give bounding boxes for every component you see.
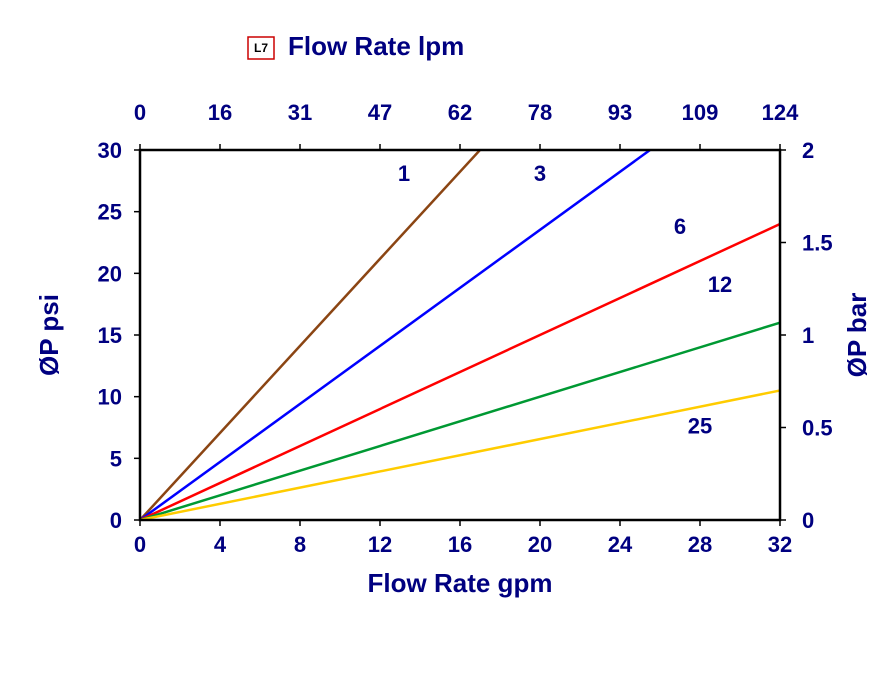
top-tick-label: 31 (288, 100, 312, 125)
left-tick-label: 30 (98, 138, 122, 163)
bottom-tick-label: 28 (688, 532, 712, 557)
chart-container: L7Flow Rate lpm0163147627893109124051015… (0, 0, 888, 676)
top-tick-label: 0 (134, 100, 146, 125)
axis-title-top: Flow Rate lpm (288, 31, 464, 61)
right-tick-label: 0 (802, 508, 814, 533)
legend-l7-label: L7 (254, 41, 268, 55)
top-tick-label: 78 (528, 100, 552, 125)
top-tick-label: 124 (762, 100, 799, 125)
right-tick-label: 2 (802, 138, 814, 163)
left-tick-label: 5 (110, 446, 122, 471)
series-label-6: 6 (674, 214, 686, 239)
series-label-1: 1 (398, 161, 410, 186)
right-tick-label: 1 (802, 323, 814, 348)
top-tick-label: 47 (368, 100, 392, 125)
series-label-12: 12 (708, 272, 732, 297)
bottom-tick-label: 20 (528, 532, 552, 557)
bottom-tick-label: 8 (294, 532, 306, 557)
top-tick-label: 93 (608, 100, 632, 125)
top-tick-label: 109 (682, 100, 719, 125)
left-tick-label: 25 (98, 200, 122, 225)
left-tick-label: 10 (98, 385, 122, 410)
series-label-3: 3 (534, 161, 546, 186)
bottom-tick-label: 16 (448, 532, 472, 557)
bottom-tick-label: 0 (134, 532, 146, 557)
top-tick-label: 62 (448, 100, 472, 125)
bottom-tick-label: 4 (214, 532, 227, 557)
bottom-tick-label: 24 (608, 532, 633, 557)
bottom-tick-label: 32 (768, 532, 792, 557)
right-tick-label: 0.5 (802, 416, 833, 441)
right-tick-label: 1.5 (802, 231, 833, 256)
axis-title-bottom: Flow Rate gpm (368, 568, 553, 598)
axis-title-right: ØP bar (842, 293, 872, 378)
bottom-tick-label: 12 (368, 532, 392, 557)
left-tick-label: 20 (98, 261, 122, 286)
top-tick-label: 16 (208, 100, 232, 125)
left-tick-label: 0 (110, 508, 122, 533)
series-label-25: 25 (688, 414, 712, 439)
pressure-flow-chart: L7Flow Rate lpm0163147627893109124051015… (0, 0, 888, 676)
left-tick-label: 15 (98, 323, 122, 348)
axis-title-left: ØP psi (34, 294, 64, 376)
